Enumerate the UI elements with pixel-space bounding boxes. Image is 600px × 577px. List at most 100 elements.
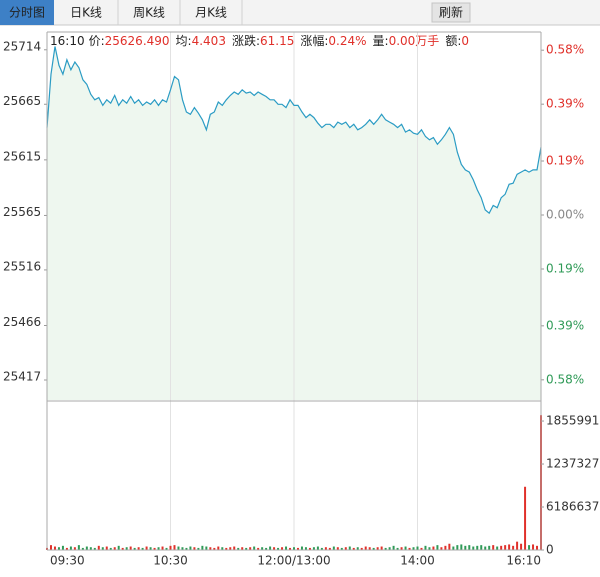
volume-bar [424,545,427,550]
volume-bar [460,544,463,550]
info-label: 涨跌: [232,33,260,48]
info-value: 0.00万手 [389,34,440,48]
volume-bar [145,546,148,550]
volume-bar [245,547,248,550]
volume-bar [233,546,236,550]
volume-bar [117,545,120,550]
volume-bar [532,544,535,550]
volume-bar [308,547,311,550]
volume-bar [520,543,523,550]
volume-bar [213,547,216,550]
volume-bar [137,547,140,550]
volume-bar [73,547,76,550]
y2-tick-label: 0.00% [546,208,584,222]
volume-bar [77,545,80,550]
volume-bar [360,547,363,550]
volume-bar [316,546,319,550]
volume-bar [253,546,256,550]
volume-tick-label: 0 [546,543,554,557]
volume-bar [261,547,264,550]
volume-bar [452,546,455,550]
tab[interactable]: 周K线 [133,6,165,20]
x-tick-label: 14:00 [400,554,435,568]
info-label: 量: [373,34,389,48]
volume-bar [161,546,164,550]
volume-bar [197,547,200,550]
volume-bar [384,547,387,550]
y2-tick-label: 0.58% [546,43,584,57]
volume-bar [428,547,431,550]
info-time: 16:10 [50,34,85,48]
volume-tick-label: 1855991 [546,414,599,428]
volume-bar [153,547,156,550]
volume-bar [364,546,367,550]
volume-bar [420,547,423,550]
volume-bar [53,546,56,550]
x-tick-label: 09:30 [50,554,85,568]
y-tick-label: 25516 [3,259,41,273]
volume-bar [265,547,268,550]
tab[interactable]: 分时图 [9,6,45,20]
refresh-button[interactable] [431,2,471,23]
volume-bar [436,545,439,550]
volume-bar [57,547,60,550]
volume-bar [101,547,104,550]
volume-bar [296,547,299,550]
volume-bar [193,547,196,550]
volume-bar [65,547,68,550]
volume-bar [237,547,240,550]
y2-tick-label: 0.19% [546,261,584,275]
y-tick-label: 25565 [3,205,41,219]
volume-bar [201,545,204,550]
volume-bar [169,545,172,550]
volume-bar [221,547,224,550]
refresh-label[interactable]: 刷新 [439,5,463,20]
y2-tick-label: 0.39% [546,97,584,111]
info-label: 涨幅: [300,33,328,48]
volume-bar [189,546,192,550]
volume-bar [289,547,292,550]
volume-bar [185,547,188,550]
volume-bar [105,546,108,550]
volume-bar [488,545,491,550]
volume-bar [97,545,100,550]
volume-bar [133,547,136,550]
volume-bar [496,546,499,550]
volume-bar [380,546,383,550]
volume-bar [304,547,307,550]
volume-bar [69,546,72,550]
volume-bar [484,546,487,550]
info-label: 均: [176,34,192,48]
volume-bar [368,547,371,550]
info-value: 25626.490 [105,34,170,48]
tab[interactable]: 月K线 [195,6,227,20]
volume-bar [241,547,244,550]
x-tick-label: 10:30 [153,554,188,568]
y-tick-label: 25714 [3,39,41,53]
x-tick-label: 12:00/13:00 [257,554,330,568]
volume-bar [205,546,208,550]
volume-bar [277,547,280,550]
volume-bar [113,547,116,550]
info-line: 16:10 价:25626.490 均:4.403 涨跌:61.15 涨幅:0.24% 量… [50,33,469,48]
volume-bar [472,546,475,550]
volume-bar [149,547,152,550]
volume-bar [492,545,495,550]
tab-bar [0,0,600,25]
volume-bar [225,547,228,550]
volume-tick-label: 6186637 [546,500,599,514]
volume-bar [49,545,52,550]
volume-bar [85,546,88,550]
y-tick-label: 25665 [3,94,41,108]
tab[interactable]: 日K线 [70,6,102,20]
volume-tick-label: 1237327 [546,457,599,471]
volume-bar [344,547,347,550]
info-label: 价: [89,34,105,48]
volume-bar [524,486,527,550]
volume-bar [356,547,359,550]
volume-bar [257,547,260,550]
volume-bar [324,547,327,550]
volume-bar [165,547,168,550]
tab-active-bg[interactable] [0,0,54,25]
